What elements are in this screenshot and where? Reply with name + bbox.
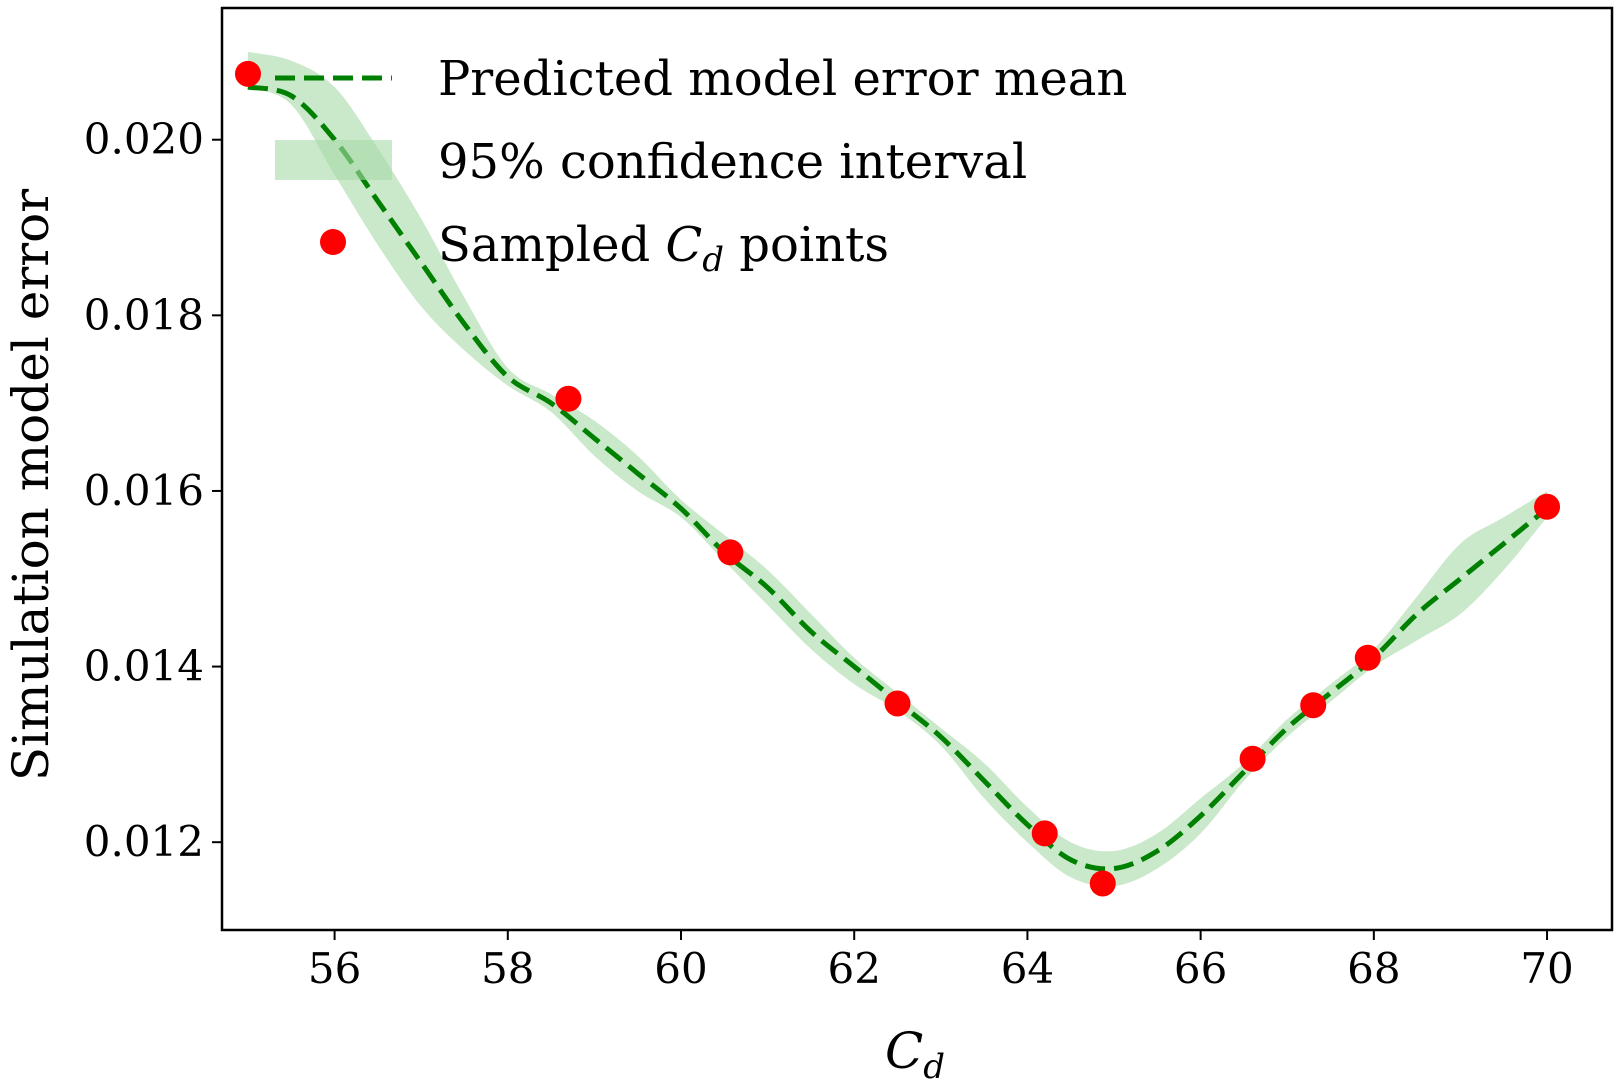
sampled-point [1354,644,1381,671]
y-tick-label: 0.014 [84,642,204,691]
sampled-point [555,385,582,412]
legend-band-label: 95% confidence interval [438,134,1027,190]
x-tick-label: 66 [1174,944,1227,993]
x-axis-label-sub: d [923,1047,945,1085]
sampled-point [884,690,911,717]
legend-points-prefix: Sampled [438,217,665,273]
x-tick-label: 58 [481,944,534,993]
sampled-point [1239,745,1266,772]
legend-mean-label: Predicted model error mean [438,51,1127,107]
y-tick-label: 0.020 [84,115,204,164]
x-tick-label: 62 [827,944,880,993]
plot-area [234,51,1561,897]
plot-frame [220,6,1614,932]
legend-points-label: Sampled Cd points [438,217,889,280]
mean-line [247,84,1549,872]
x-tick-label: 64 [1001,944,1054,993]
sampled-point [1534,493,1561,520]
legend-band-swatch [275,140,392,180]
y-axis-label: Simulation model error [2,189,60,781]
sampled-point [1089,870,1116,897]
y-tick-label: 0.012 [84,817,204,866]
legend-points-suffix: points [724,217,889,273]
sampled-point [1031,820,1058,847]
sampled-point [717,539,744,566]
sampled-point [1300,692,1327,719]
y-tick-label: 0.018 [84,290,204,339]
legend-points-swatch [320,229,346,255]
y-tick-label: 0.016 [84,466,204,515]
x-axis-label: Cd [885,1022,945,1085]
x-tick-label: 70 [1520,944,1573,993]
legend: Predicted model error mean 95% confidence… [275,51,1127,280]
legend-points-sub: d [702,240,724,280]
legend-points-symbol: C [665,217,702,273]
x-tick-label: 60 [654,944,707,993]
x-tick-label: 56 [308,944,361,993]
x-axis-label-main: C [885,1022,923,1080]
axes: 56 58 60 62 64 66 68 70 0.012 0.014 0.016 0.018 0.02… [84,6,1614,993]
x-tick-label: 68 [1347,944,1400,993]
sampled-point [234,60,261,87]
